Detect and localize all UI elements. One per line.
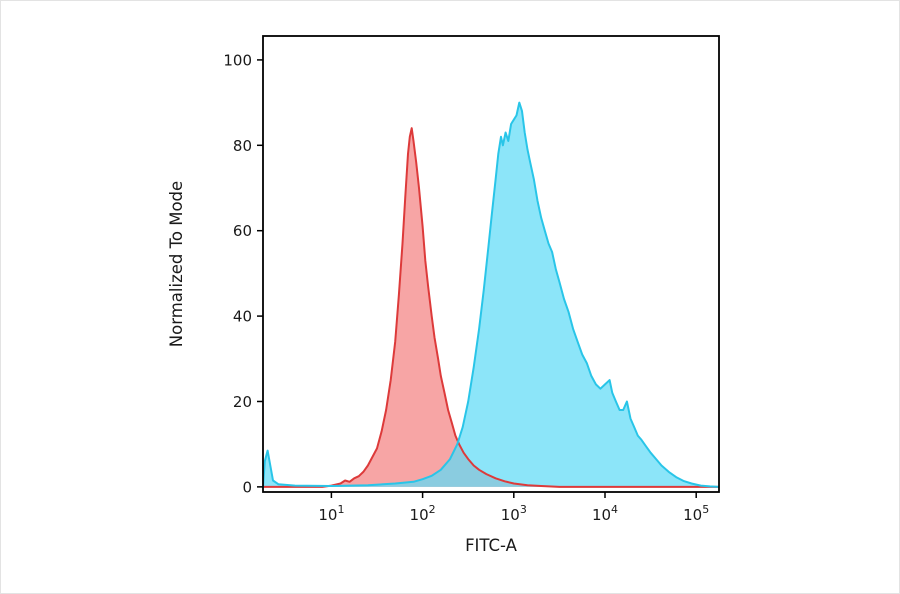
cyan-population-area (263, 102, 719, 487)
x-axis: 101 102 103 104 105 (318, 492, 709, 524)
y-tick-label: 20 (233, 393, 252, 411)
y-tick-label: 40 (233, 308, 252, 326)
y-tick-label: 0 (242, 478, 252, 496)
x-tick-label: 104 (592, 503, 618, 524)
x-tick-label: 102 (410, 503, 436, 524)
y-tick-label: 80 (233, 137, 252, 155)
x-tick-label: 101 (318, 503, 344, 524)
y-axis-label: Normalized To Mode (167, 181, 186, 347)
x-tick-label: 103 (501, 503, 527, 524)
y-tick-label: 100 (223, 51, 252, 69)
red-population-outline (263, 127, 719, 488)
y-axis: 0 20 40 60 80 100 (223, 51, 263, 496)
cyan-population-outline (263, 101, 719, 488)
x-tick-label: 105 (683, 503, 709, 524)
series-strokes (263, 101, 719, 488)
plot-frame (262, 35, 720, 493)
x-axis-label: FITC-A (465, 536, 518, 555)
plot-border (262, 35, 720, 493)
series-fills (263, 102, 719, 487)
y-tick-label: 60 (233, 222, 252, 240)
